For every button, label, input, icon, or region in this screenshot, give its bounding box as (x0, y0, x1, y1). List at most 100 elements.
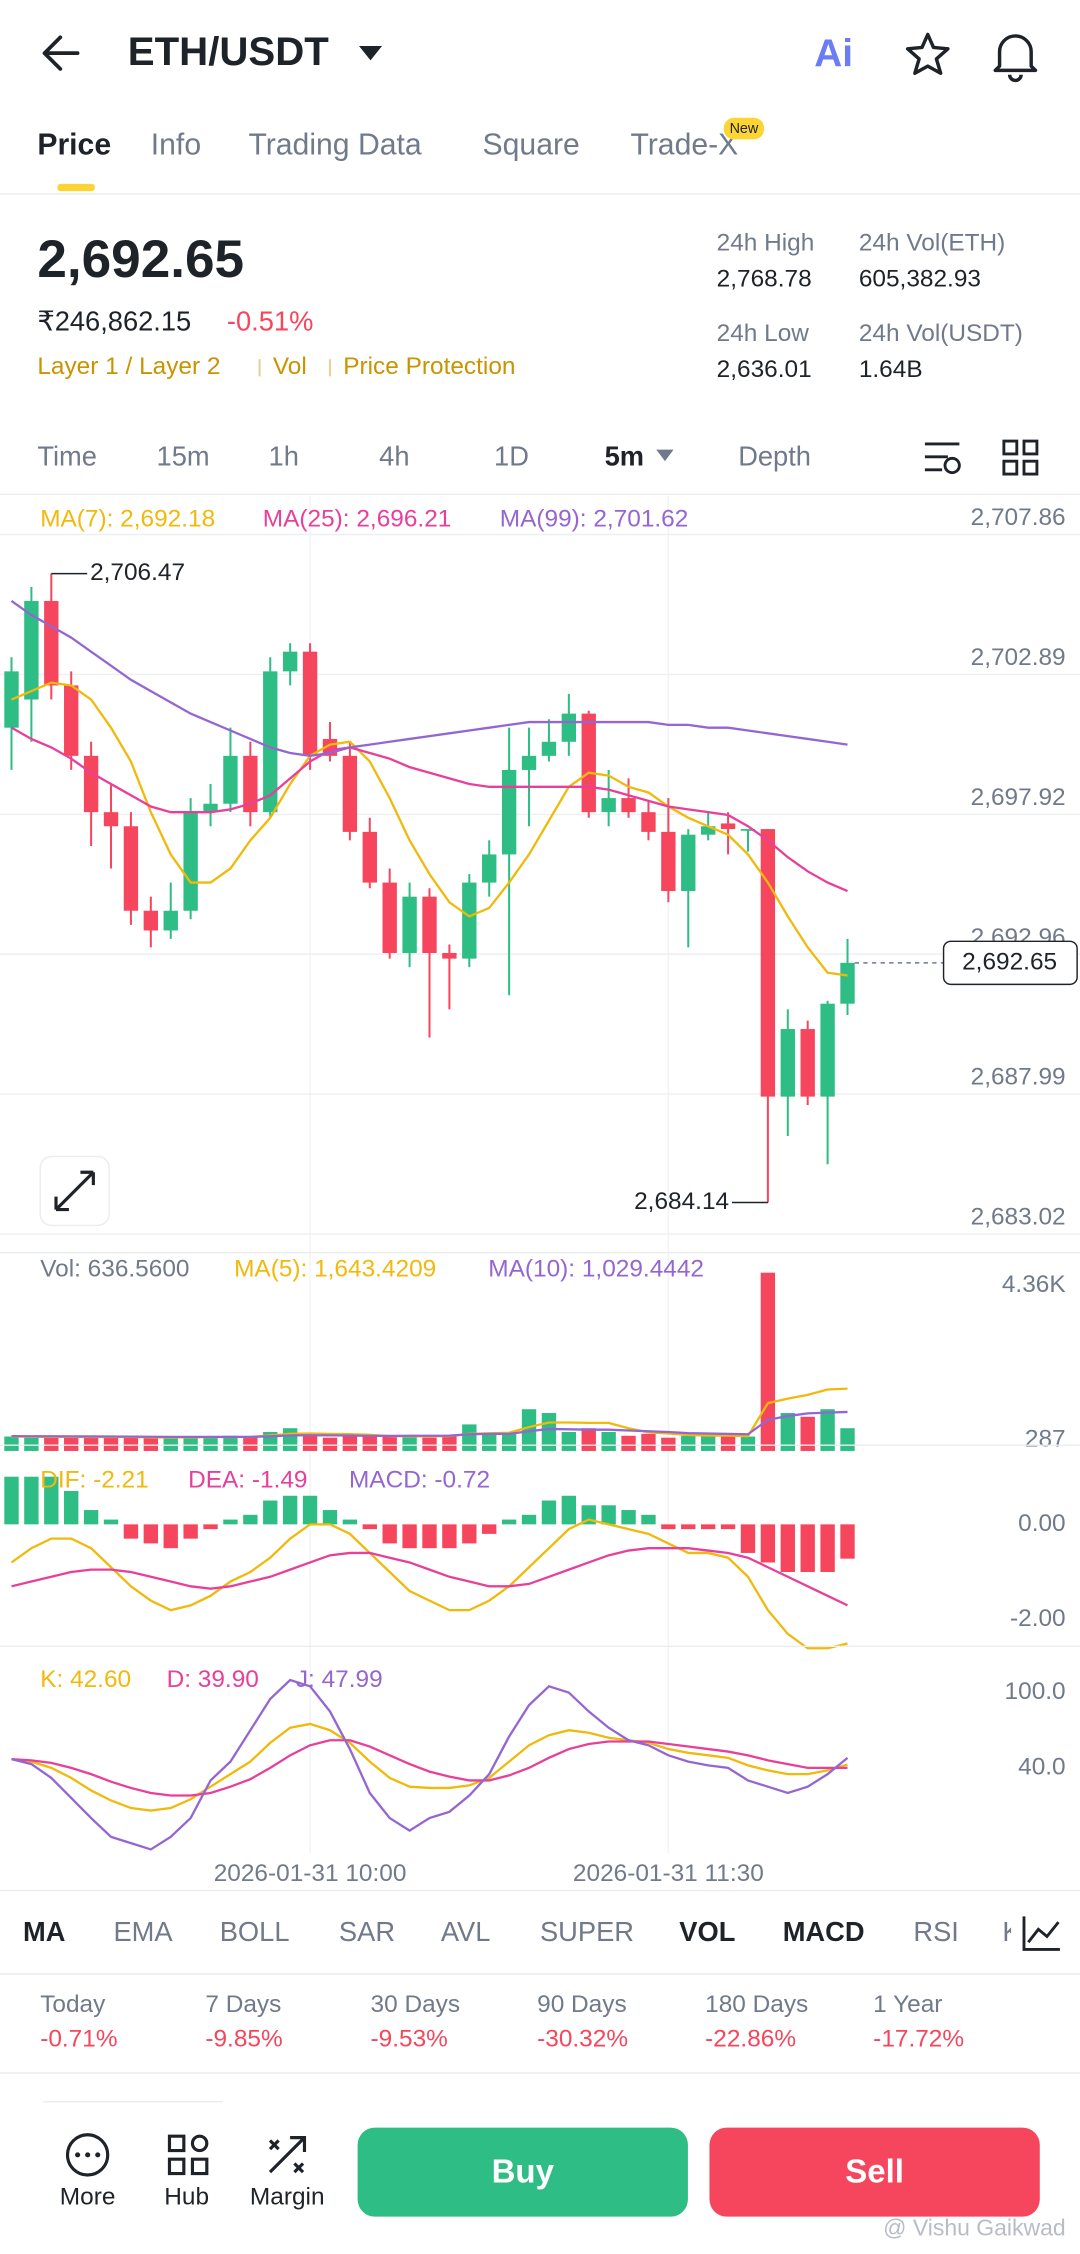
ai-button[interactable]: Ai (814, 32, 853, 75)
candle-body (482, 854, 497, 883)
tab[interactable]: Square (483, 128, 580, 161)
tab[interactable]: Info (151, 128, 201, 161)
candle-body (820, 1003, 835, 1097)
legend-title: Vol: 636.5600 (40, 1255, 189, 1282)
volume-bar (302, 1435, 318, 1451)
indicator[interactable]: MA (23, 1916, 65, 1947)
candle-body (700, 826, 716, 835)
indicator[interactable]: BOLL (220, 1916, 290, 1947)
pair-caret[interactable] (359, 45, 383, 61)
y-tick-label: 40.0 (1018, 1753, 1066, 1780)
macd-bar (521, 1514, 537, 1525)
macd-bar (740, 1524, 756, 1553)
indicator-line (11, 1722, 848, 1812)
interval[interactable]: 5m (605, 440, 644, 471)
macd-bar (183, 1524, 198, 1539)
volume-bar (462, 1424, 477, 1451)
alert-button[interactable] (993, 34, 1038, 83)
candle-body (282, 651, 298, 672)
indicator-line (11, 681, 848, 977)
last-price-box (942, 940, 1078, 986)
candle-body (800, 1029, 815, 1097)
interval[interactable]: Time (37, 440, 97, 471)
tag[interactable]: Layer 1 / Layer 2 (37, 353, 220, 380)
fiat-price: ₹246,862.15 (37, 305, 191, 336)
nav-label[interactable]: More (60, 2183, 116, 2210)
volume-bar (143, 1437, 159, 1451)
tab[interactable]: Trading Data (248, 128, 421, 161)
volume-bar (780, 1413, 795, 1451)
buy-button[interactable] (357, 2127, 688, 2217)
volume-bar (322, 1437, 338, 1451)
indicator[interactable]: RSI (913, 1916, 958, 1947)
macd-bar (661, 1524, 676, 1530)
volume-bar (482, 1433, 497, 1451)
period-change: -17.72% (873, 2025, 964, 2052)
margin-icon[interactable] (268, 2136, 307, 2174)
volume-bar (442, 1435, 457, 1451)
stat-value: 605,382.93 (859, 266, 981, 293)
nav-label[interactable]: Hub (164, 2183, 209, 2210)
indicator[interactable]: EMA (113, 1916, 173, 1947)
indicator-settings-button[interactable] (1022, 1916, 1060, 1951)
candle-body (123, 826, 139, 911)
buy-label[interactable]: Buy (492, 2152, 555, 2189)
tab[interactable]: Price (37, 128, 111, 161)
macd-bar (44, 1476, 59, 1525)
macd-bar (203, 1524, 218, 1530)
period-label: 180 Days (705, 1991, 808, 2018)
back-button[interactable] (42, 35, 80, 71)
indicator[interactable]: AVL (441, 1916, 491, 1947)
indicator[interactable]: SUPER (540, 1916, 634, 1947)
nav-label[interactable]: Margin (250, 2183, 325, 2210)
macd-bar (601, 1505, 616, 1525)
tag[interactable]: Price Protection (343, 353, 515, 380)
candle-body (243, 755, 258, 813)
macd-bar (561, 1495, 577, 1525)
tab-indicator (57, 183, 95, 192)
candle-body (263, 671, 278, 813)
interval[interactable]: 4h (379, 440, 409, 471)
indicator-line (11, 1739, 848, 1797)
volume-bar (243, 1436, 258, 1451)
macd-bar (123, 1524, 139, 1539)
macd-bar (422, 1524, 437, 1549)
candle-body (203, 803, 218, 813)
indicator[interactable]: MACD (783, 1916, 865, 1947)
volume-bar (24, 1437, 39, 1451)
candle-body (601, 798, 616, 813)
volume-bar (581, 1428, 596, 1451)
macd-bar (4, 1476, 19, 1525)
macd-bar (64, 1490, 79, 1525)
macd-bar (780, 1524, 795, 1573)
pair-title[interactable]: ETH/USDT (128, 29, 329, 74)
more-icon[interactable] (65, 2133, 110, 2177)
interval-caret[interactable] (656, 449, 674, 462)
sell-label[interactable]: Sell (845, 2152, 904, 2189)
y-tick-label: 100.0 (1005, 1678, 1066, 1705)
macd-bar (322, 1510, 338, 1525)
macd-bar (800, 1524, 815, 1573)
tag[interactable]: Vol (273, 353, 307, 380)
interval[interactable]: 1h (269, 440, 299, 471)
indicator[interactable]: SAR (339, 1916, 395, 1947)
layout-button[interactable] (1002, 439, 1039, 476)
tab[interactable]: Trade-X (630, 128, 738, 161)
interval[interactable]: 1D (494, 440, 529, 471)
candle-body (442, 952, 457, 959)
volume-bar (561, 1431, 577, 1451)
favorite-button[interactable] (905, 32, 950, 75)
period-change: -22.86% (705, 2025, 796, 2052)
interval[interactable]: Depth (738, 440, 811, 471)
legend-entry: MA(10): 1,029.4442 (488, 1255, 704, 1282)
candle-body (740, 829, 756, 831)
x-tick-label: 2026-01-31 11:30 (573, 1860, 764, 1887)
hub-icon[interactable] (167, 2134, 209, 2176)
chart-settings-button[interactable] (924, 442, 960, 472)
indicator[interactable]: VOL (679, 1916, 735, 1947)
sell-button[interactable] (709, 2127, 1040, 2217)
interval[interactable]: 15m (157, 440, 210, 471)
volume-bar (621, 1435, 636, 1451)
candle-body (840, 962, 855, 1004)
